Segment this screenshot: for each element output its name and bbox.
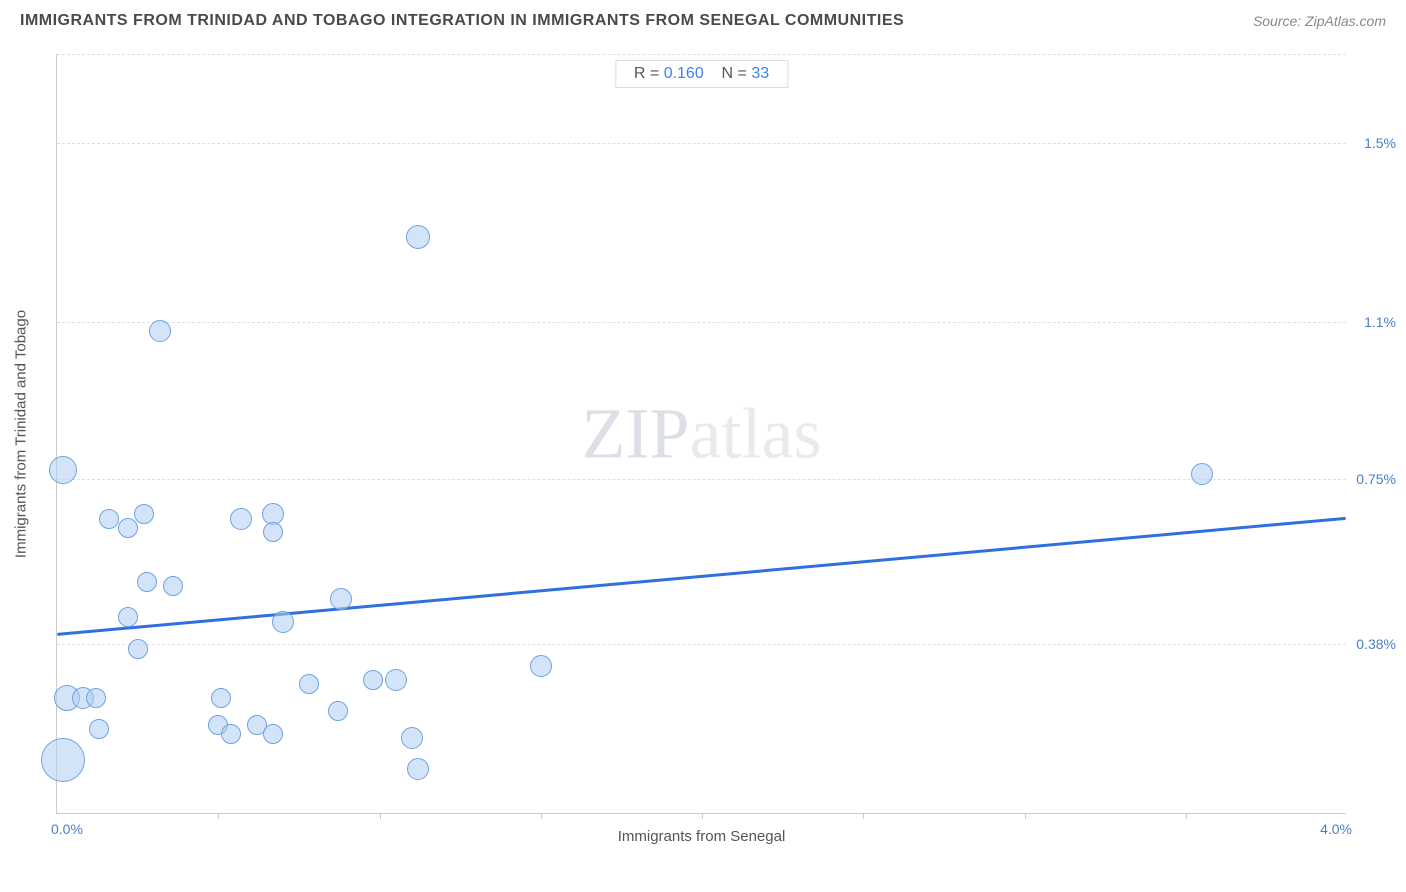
data-point <box>86 688 106 708</box>
data-point <box>299 674 319 694</box>
y-gridline <box>57 644 1346 645</box>
data-point <box>118 518 138 538</box>
data-point <box>530 655 552 677</box>
data-point <box>363 670 383 690</box>
r-label: R = <box>634 65 659 82</box>
data-point <box>263 724 283 744</box>
x-tick <box>1186 813 1187 819</box>
data-point <box>137 572 157 592</box>
y-gridline <box>57 143 1346 144</box>
stats-box: R = 0.160 N = 33 <box>615 60 788 88</box>
x-tick <box>702 813 703 819</box>
data-point <box>263 522 283 542</box>
data-point <box>134 504 154 524</box>
data-point <box>41 738 85 782</box>
x-min-label: 0.0% <box>51 821 83 837</box>
data-point <box>49 456 77 484</box>
data-point <box>118 607 138 627</box>
x-tick <box>218 813 219 819</box>
data-point <box>211 688 231 708</box>
y-gridline <box>57 479 1346 480</box>
n-value: 33 <box>751 65 769 82</box>
data-point <box>128 639 148 659</box>
data-point <box>272 611 294 633</box>
data-point <box>99 509 119 529</box>
n-label: N = <box>722 65 747 82</box>
data-point <box>385 669 407 691</box>
y-gridline <box>57 322 1346 323</box>
x-tick <box>1025 813 1026 819</box>
data-point <box>1191 463 1213 485</box>
data-point <box>221 724 241 744</box>
data-point <box>89 719 109 739</box>
x-axis-title: Immigrants from Senegal <box>618 828 786 845</box>
x-tick <box>541 813 542 819</box>
data-point <box>328 701 348 721</box>
source-label: Source: ZipAtlas.com <box>1253 13 1386 29</box>
data-point <box>401 727 423 749</box>
data-point <box>406 225 430 249</box>
y-axis-title: Immigrants from Trinidad and Tobago <box>13 309 30 557</box>
r-value: 0.160 <box>664 65 704 82</box>
y-tick-label: 0.38% <box>1356 636 1396 652</box>
data-point <box>163 576 183 596</box>
x-tick <box>863 813 864 819</box>
y-gridline <box>57 54 1346 55</box>
y-tick-label: 1.1% <box>1364 314 1396 330</box>
data-point <box>149 320 171 342</box>
watermark: ZIPatlas <box>582 392 822 475</box>
scatter-plot: R = 0.160 N = 33 ZIPatlas Immigrants fro… <box>56 54 1346 814</box>
data-point <box>230 508 252 530</box>
data-point <box>407 758 429 780</box>
regression-line <box>57 54 1346 813</box>
y-tick-label: 1.5% <box>1364 135 1396 151</box>
x-max-label: 4.0% <box>1320 821 1352 837</box>
y-tick-label: 0.75% <box>1356 471 1396 487</box>
data-point <box>330 588 352 610</box>
x-tick <box>380 813 381 819</box>
page-title: IMMIGRANTS FROM TRINIDAD AND TOBAGO INTE… <box>20 12 904 30</box>
